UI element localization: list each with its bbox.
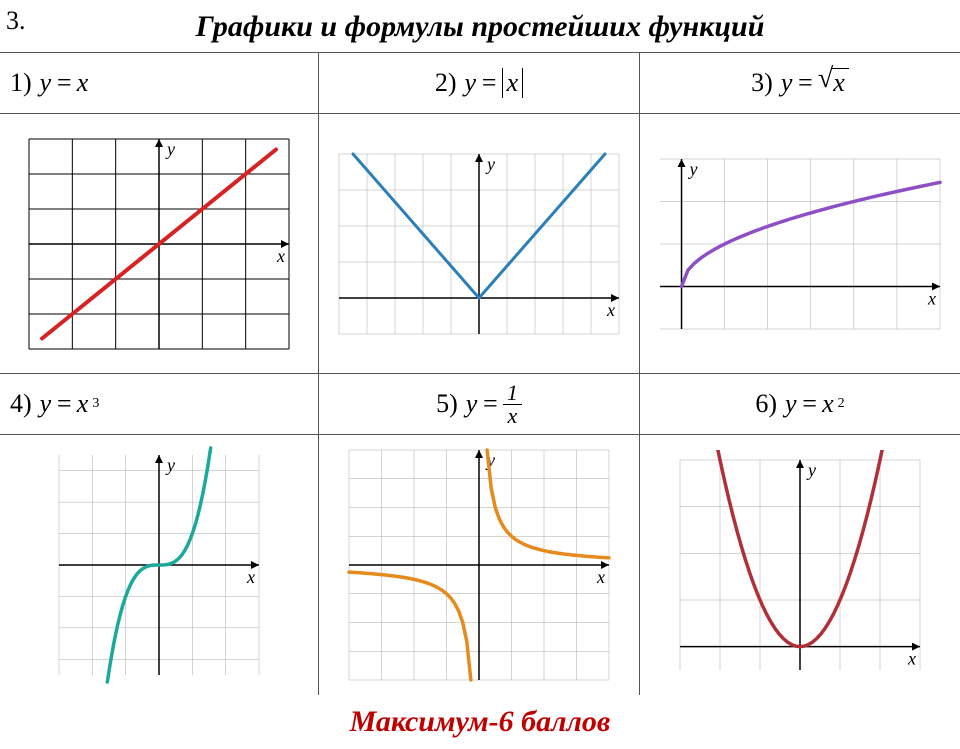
page-title: Графики и формулы простейших функций xyxy=(0,0,960,52)
formula-cell-3: 3) y = √x xyxy=(640,53,960,114)
svg-text:x: x xyxy=(907,649,916,669)
svg-text:y: y xyxy=(485,154,495,174)
formula-sup: 3 xyxy=(92,396,99,412)
chart-linear: xy xyxy=(19,129,299,359)
formula-sup: 2 xyxy=(838,396,845,412)
formula-lhs: y xyxy=(466,389,478,419)
chart-cell-1: xy xyxy=(0,114,319,374)
chart-cell-6: xy xyxy=(640,435,960,695)
chart-cell-2: xy xyxy=(319,114,640,374)
formula-number: 6) xyxy=(755,389,777,419)
formula-lhs: y xyxy=(40,389,52,419)
chart-parabola: xy xyxy=(670,450,930,680)
page-number: 3. xyxy=(6,6,26,36)
svg-text:x: x xyxy=(246,567,255,587)
formula-number: 2) xyxy=(435,68,457,98)
svg-text:x: x xyxy=(276,246,285,266)
svg-text:y: y xyxy=(165,139,175,159)
fraction: 1 x xyxy=(503,382,522,427)
formula-lhs: y xyxy=(465,68,477,98)
formula-cell-6: 6) y = x2 xyxy=(640,374,960,435)
formula-rhs-base: x xyxy=(822,389,834,419)
sqrt-icon: √x xyxy=(818,68,849,98)
formula-cell-5: 5) y = 1 x xyxy=(319,374,640,435)
abs-value: x xyxy=(502,68,524,98)
formula-cell-4: 4) y = x3 xyxy=(0,374,319,435)
footer-score: Максимум-6 баллов xyxy=(0,695,960,749)
svg-text:y: y xyxy=(165,455,175,475)
formula-number: 4) xyxy=(10,389,32,419)
formula-number: 1) xyxy=(10,68,32,98)
chart-cell-3: xy xyxy=(640,114,960,374)
formula-number: 3) xyxy=(751,68,773,98)
svg-text:x: x xyxy=(927,288,936,308)
svg-text:x: x xyxy=(596,567,605,587)
function-grid: 1) y = x 2) y = x 3) y = √x xy xy xy 4) xyxy=(0,52,960,695)
chart-abs: xy xyxy=(329,144,629,344)
formula-lhs: y xyxy=(781,68,793,98)
chart-cell-5: xy xyxy=(319,435,640,695)
chart-sqrt: xy xyxy=(650,149,950,339)
formula-number: 5) xyxy=(436,389,458,419)
svg-text:y: y xyxy=(688,159,698,179)
chart-cell-4: xy xyxy=(0,435,319,695)
svg-text:x: x xyxy=(606,300,615,320)
svg-text:y: y xyxy=(806,460,816,480)
chart-cubic: xy xyxy=(49,445,269,685)
chart-reciprocal: xy xyxy=(339,440,619,690)
formula-cell-1: 1) y = x xyxy=(0,53,319,114)
formula-rhs-base: x xyxy=(77,389,89,419)
formula-lhs: y xyxy=(785,389,797,419)
formula-cell-2: 2) y = x xyxy=(319,53,640,114)
formula-lhs: y xyxy=(40,68,52,98)
formula-rhs: x xyxy=(77,68,89,98)
